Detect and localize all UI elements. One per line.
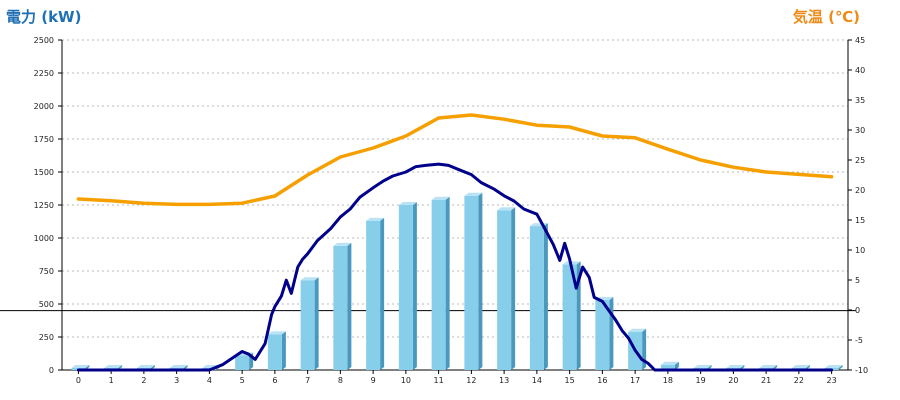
bar-top xyxy=(71,365,90,369)
x-tick-label: 12 xyxy=(466,376,476,385)
bar xyxy=(398,205,413,370)
x-tick-label: 10 xyxy=(401,376,411,385)
bar-side xyxy=(674,361,679,370)
bar-side xyxy=(511,207,516,370)
bar-side xyxy=(314,277,319,370)
temperature-line xyxy=(76,113,834,207)
x-tick-label: 11 xyxy=(434,376,444,385)
x-tick-label: 8 xyxy=(338,376,343,385)
x-tick-label: 20 xyxy=(728,376,738,385)
bar-top xyxy=(726,365,745,369)
bar-top xyxy=(824,365,843,369)
x-tick-label: 0 xyxy=(76,376,81,385)
right-tick-label: 40 xyxy=(855,66,865,75)
x-tick-label: 13 xyxy=(499,376,509,385)
bar xyxy=(529,226,544,370)
x-tick-label: 17 xyxy=(630,376,640,385)
bar-side xyxy=(412,202,417,370)
right-tick-label: -10 xyxy=(855,366,868,375)
right-tick-label: 25 xyxy=(855,156,865,165)
bar xyxy=(497,210,512,370)
x-tick-label: 3 xyxy=(174,376,179,385)
bar-side xyxy=(478,192,483,370)
x-tick-label: 2 xyxy=(141,376,146,385)
bar-side xyxy=(347,242,352,370)
bar-top xyxy=(300,277,319,281)
bar-top xyxy=(497,207,516,211)
bar xyxy=(300,280,315,370)
left-tick-label: 250 xyxy=(39,333,54,342)
left-tick-label: 1750 xyxy=(34,135,54,144)
x-tick-label: 9 xyxy=(371,376,376,385)
x-tick-label: 6 xyxy=(272,376,277,385)
bar-top xyxy=(464,192,483,196)
bar xyxy=(562,264,577,370)
bar xyxy=(431,199,446,370)
right-tick-label: 15 xyxy=(855,216,865,225)
x-tick-label: 22 xyxy=(794,376,804,385)
right-tick-label: 45 xyxy=(855,36,865,45)
bar-top xyxy=(759,365,778,369)
bar-top xyxy=(136,365,155,369)
bar-side xyxy=(281,331,286,370)
x-tick-label: 14 xyxy=(532,376,542,385)
bar-top xyxy=(431,196,450,200)
left-tick-label: 2000 xyxy=(34,102,54,111)
bar xyxy=(595,300,610,370)
x-tick-label: 23 xyxy=(827,376,837,385)
bar xyxy=(235,355,250,370)
bar-top xyxy=(169,365,188,369)
bar-top xyxy=(693,365,712,369)
bar-top xyxy=(366,217,385,221)
x-tick-label: 7 xyxy=(305,376,310,385)
right-tick-label: 30 xyxy=(855,126,865,135)
left-tick-label: 1500 xyxy=(34,168,54,177)
bar-side xyxy=(642,328,647,370)
bar xyxy=(267,334,282,370)
bar xyxy=(333,245,348,370)
left-tick-label: 1000 xyxy=(34,234,54,243)
power-line xyxy=(76,162,834,372)
x-tick-label: 5 xyxy=(240,376,245,385)
bar-top xyxy=(660,361,679,365)
bar-side xyxy=(609,297,614,370)
right-tick-label: 5 xyxy=(855,276,860,285)
left-tick-label: 1250 xyxy=(34,201,54,210)
bar-top xyxy=(104,365,123,369)
left-tick-label: 750 xyxy=(39,267,54,276)
x-tick-label: 4 xyxy=(207,376,212,385)
bar-top xyxy=(791,365,810,369)
x-tick-label: 16 xyxy=(597,376,607,385)
x-tick-label: 21 xyxy=(761,376,771,385)
bar-side xyxy=(543,223,548,370)
bar-top xyxy=(398,202,417,205)
left-tick-label: 2500 xyxy=(34,36,54,45)
left-tick-label: 0 xyxy=(49,366,54,375)
right-tick-label: 20 xyxy=(855,186,865,195)
bar-side xyxy=(838,365,843,370)
bar-top xyxy=(267,331,286,335)
bar-side xyxy=(380,217,385,370)
right-tick-label: 35 xyxy=(855,96,865,105)
right-tick-label: 10 xyxy=(855,246,865,255)
left-axis-title: 電力 (kW) xyxy=(6,8,82,26)
x-tick-label: 18 xyxy=(663,376,673,385)
bar-side xyxy=(445,196,450,370)
bar xyxy=(660,364,675,370)
bar-top xyxy=(333,242,352,246)
right-tick-label: 0 xyxy=(855,306,860,315)
x-tick-label: 15 xyxy=(565,376,575,385)
left-tick-label: 500 xyxy=(39,300,54,309)
left-tick-label: 2250 xyxy=(34,69,54,78)
bar-top xyxy=(628,328,647,332)
x-tick-label: 1 xyxy=(109,376,114,385)
x-tick-label: 19 xyxy=(696,376,706,385)
right-axis-title: 気温 (℃) xyxy=(792,8,860,26)
bar xyxy=(464,195,479,370)
right-tick-label: -5 xyxy=(855,336,863,345)
bar xyxy=(366,220,381,370)
